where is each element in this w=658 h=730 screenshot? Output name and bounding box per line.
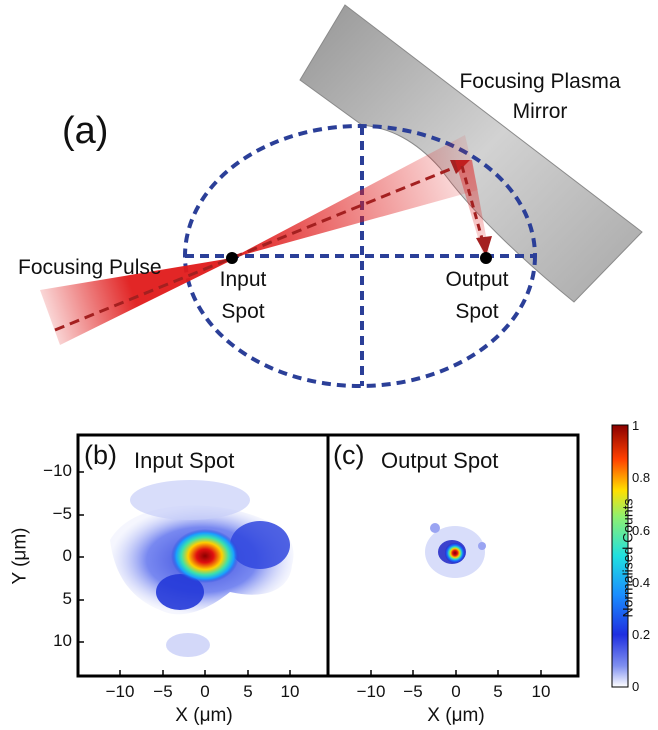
x-tick-c: 5 xyxy=(493,682,503,701)
x-axis-label-c: X (μm) xyxy=(427,705,485,726)
y-axis-label: Y (μm) xyxy=(9,527,31,585)
input-spot-heatmap xyxy=(110,480,294,657)
colorbar-label: Normalised Counts xyxy=(619,498,636,618)
x-tick-b: 0 xyxy=(200,682,210,701)
input-spot-label-line1: Input xyxy=(219,268,267,291)
panel-c-title: Output Spot xyxy=(381,448,499,473)
reflected-arrow xyxy=(460,165,486,247)
x-tick-b: 10 xyxy=(280,682,300,701)
focusing-pulse-label: Focusing Pulse xyxy=(18,256,162,279)
x-tick-c: −5 xyxy=(403,682,423,701)
diverging-beam xyxy=(232,135,478,258)
colorbar-tick: 0 xyxy=(632,679,640,694)
colorbar-tick: 1 xyxy=(632,418,640,433)
x-axis-label-b: X (μm) xyxy=(175,705,233,726)
x-tick-c: 0 xyxy=(451,682,461,701)
beam-axis-arrow xyxy=(54,164,459,332)
y-tick: 0 xyxy=(62,546,72,565)
tick-marks xyxy=(78,471,542,676)
output-spot-label-line2: Spot xyxy=(455,300,499,323)
panel-b-title: Input Spot xyxy=(134,448,235,473)
y-tick: −5 xyxy=(52,504,72,523)
colorbar-gradient xyxy=(611,424,629,688)
output-spot-dot xyxy=(480,252,492,264)
output-spot-heatmap xyxy=(425,523,486,578)
input-spot-dot xyxy=(226,252,238,264)
panel-b-label: (b) xyxy=(84,440,117,470)
y-tick: 5 xyxy=(62,589,72,608)
x-tick-b: −10 xyxy=(105,682,135,701)
reflected-beam xyxy=(455,160,490,258)
mirror-label-line2: Mirror xyxy=(512,100,568,123)
panel-a-label: (a) xyxy=(62,110,109,152)
colorbar-tick: 0.6 xyxy=(632,523,651,538)
y-tick: 10 xyxy=(53,631,72,650)
focusing-pulse-beam xyxy=(40,258,232,345)
colorbar-tick: 0.8 xyxy=(632,470,651,485)
colorbar-tick: 0.2 xyxy=(632,627,651,642)
x-tick-c: 10 xyxy=(531,682,551,701)
y-tick: −10 xyxy=(43,461,72,480)
output-spot-label-line1: Output xyxy=(445,268,509,291)
mirror-label-line1: Focusing Plasma xyxy=(459,70,621,93)
x-tick-b: −5 xyxy=(153,682,173,701)
x-tick-b: 5 xyxy=(243,682,253,701)
x-tick-c: −10 xyxy=(356,682,386,701)
reflected-arrowhead xyxy=(476,236,492,256)
panel-c-label: (c) xyxy=(333,440,365,470)
colorbar-tick: 0.4 xyxy=(632,575,651,590)
input-spot-label-line2: Spot xyxy=(221,300,265,323)
